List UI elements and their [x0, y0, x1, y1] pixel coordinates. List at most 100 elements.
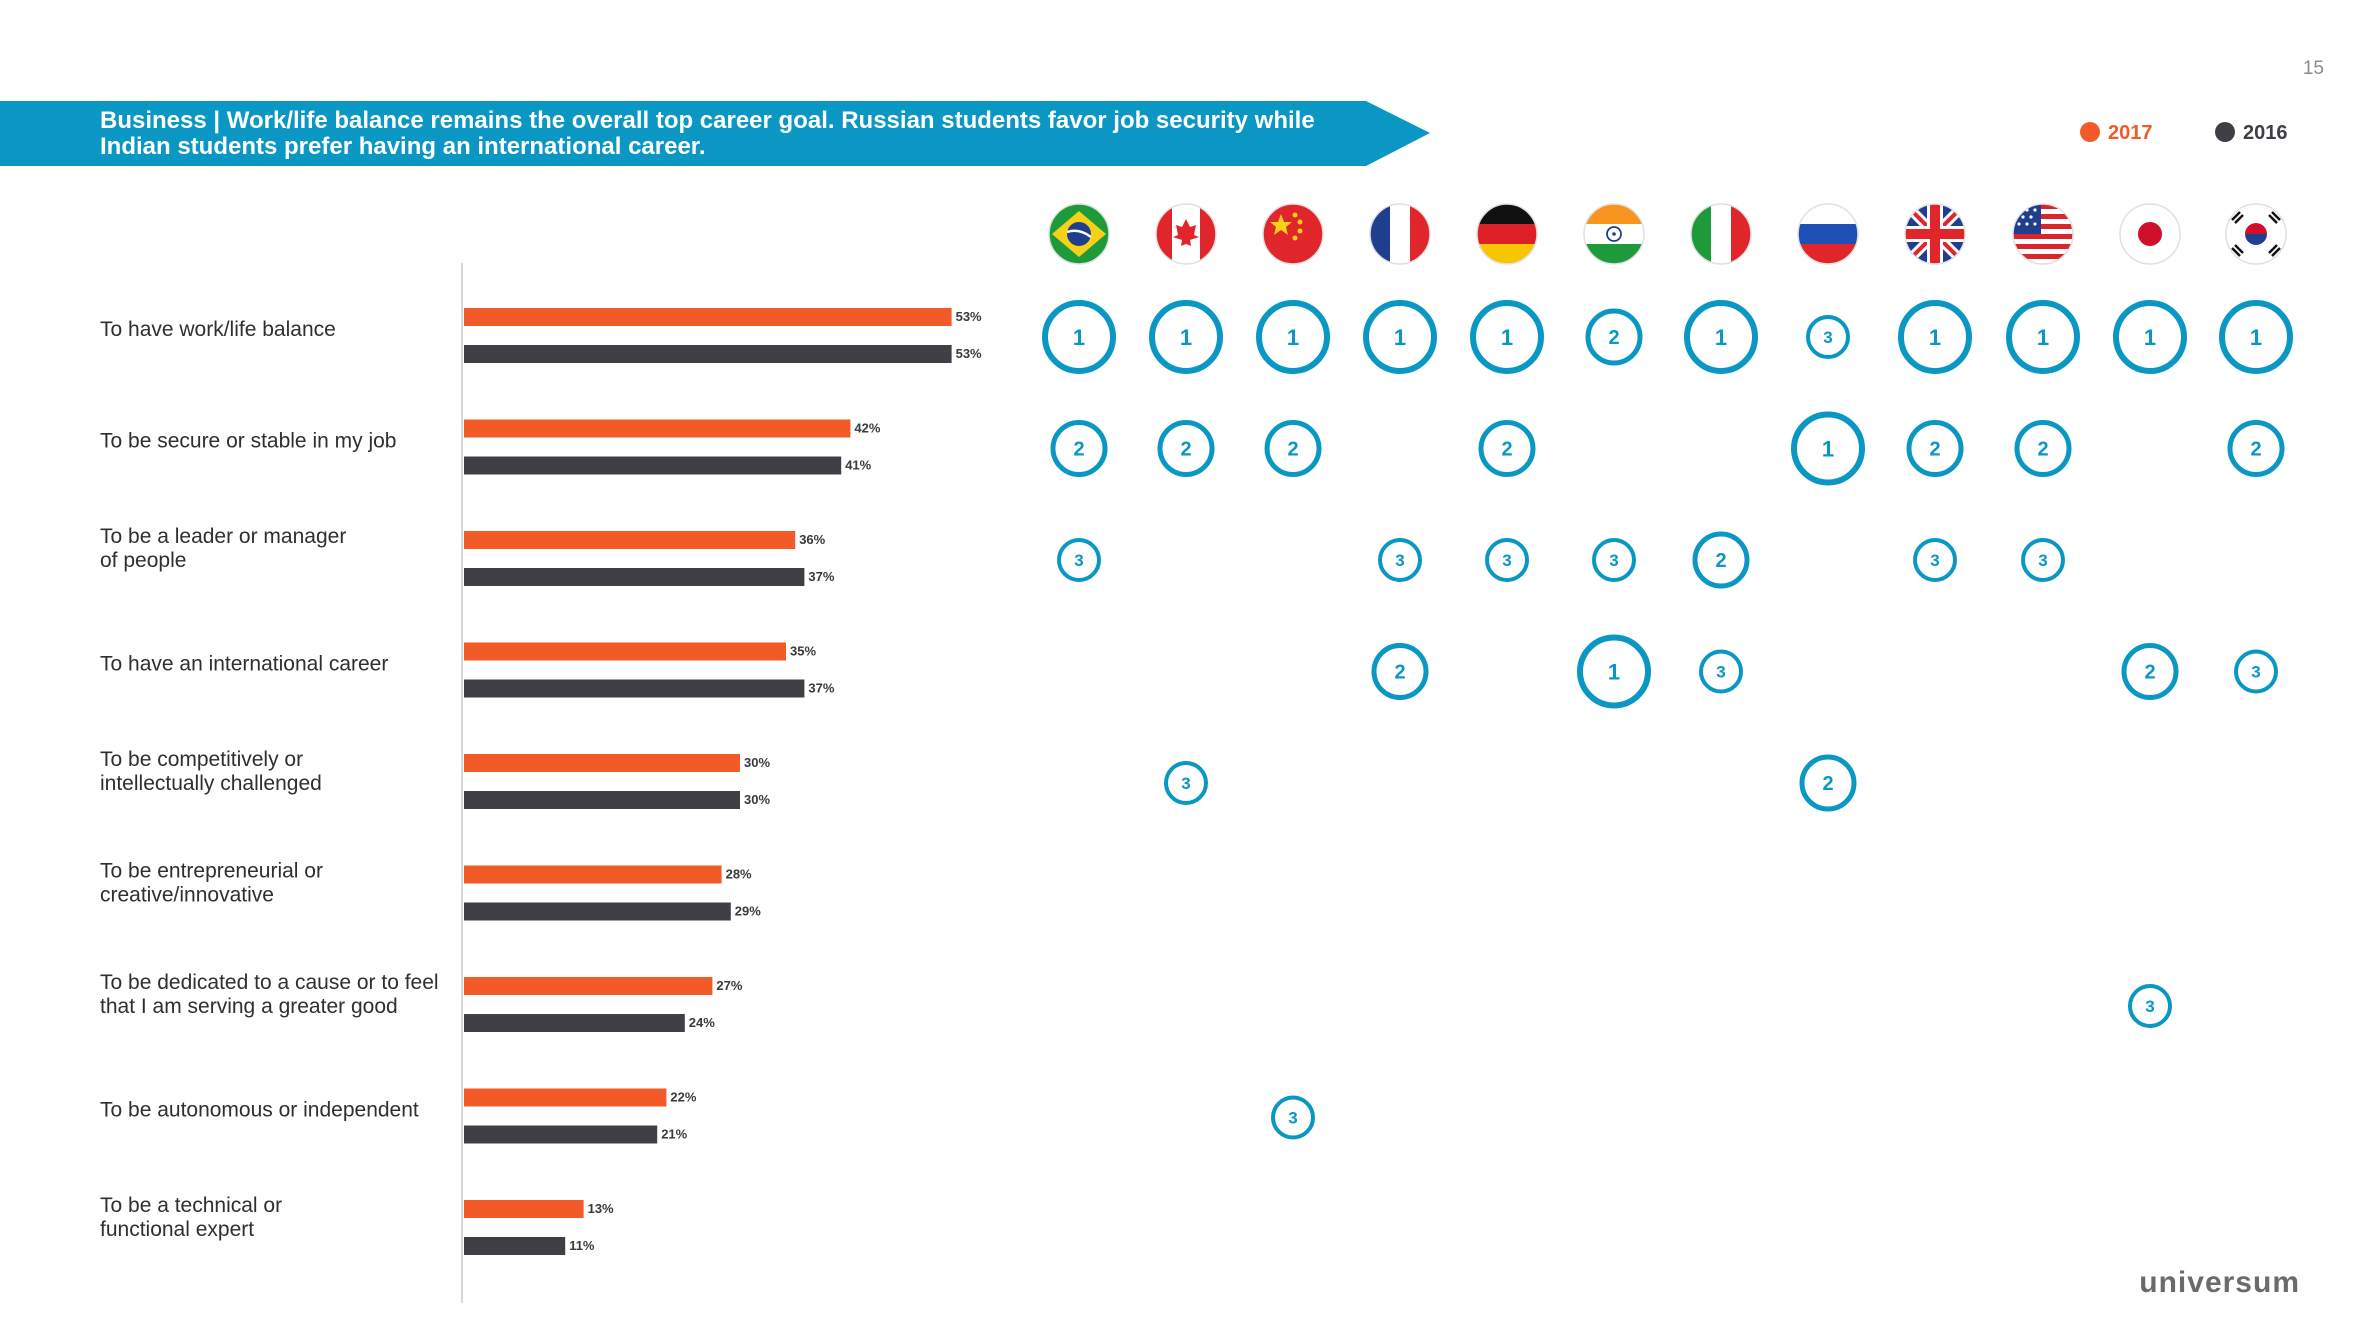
category-row: To be dedicated to a cause or to feeltha… — [100, 971, 743, 1032]
rank-number: 2 — [1929, 439, 1940, 461]
rank-badge: 3 — [1271, 1095, 1315, 1140]
rank-number: 2 — [2037, 439, 2048, 461]
rank-ring-icon — [1478, 420, 1536, 477]
rank-badge: 3 — [2021, 538, 2065, 582]
rank-number: 2 — [2144, 662, 2155, 684]
rank-ring-icon — [1592, 538, 1636, 582]
rank-number: 1 — [1501, 325, 1513, 350]
page-title-line-1: Business | Work/life balance remains the… — [100, 107, 1315, 134]
category-label: To be entrepreneurial or — [100, 860, 323, 883]
category-row: To have work/life balance 53% 53% — [100, 308, 982, 363]
bar-2017 — [464, 419, 851, 438]
rank-number: 2 — [1073, 439, 1084, 461]
value-label-2016: 41% — [845, 458, 871, 473]
legend-item-2016: 2016 — [2215, 122, 2288, 145]
rank-badge: 3 — [1806, 315, 1850, 359]
bar-2016 — [464, 345, 952, 363]
rank-badge: 2 — [1157, 420, 1215, 477]
rank-ring-icon — [1692, 531, 1750, 589]
rank-badge: 1 — [1256, 300, 1330, 374]
legend-item-2017: 2017 — [2080, 122, 2153, 145]
rank-number: 1 — [1929, 325, 1941, 350]
rank-number: 3 — [1609, 551, 1618, 570]
value-label-2016: 21% — [661, 1127, 687, 1142]
bar-2016 — [464, 791, 740, 809]
rank-number: 1 — [1073, 325, 1085, 350]
bar-2017 — [464, 865, 722, 884]
rank-number: 2 — [1501, 439, 1512, 461]
rank-number: 3 — [1502, 551, 1511, 570]
value-label-2017: 36% — [799, 532, 825, 547]
rank-badge: 2 — [1692, 531, 1750, 589]
rank-ring-icon — [1164, 761, 1208, 805]
rank-badge: 3 — [1164, 761, 1208, 805]
value-label-2016: 29% — [735, 904, 761, 919]
rank-ring-icon — [1363, 300, 1437, 374]
rank-badge: 3 — [1057, 538, 1101, 582]
category-label: creative/innovative — [100, 884, 274, 907]
value-label-2016: 24% — [689, 1015, 715, 1030]
category-label: To be dedicated to a cause or to feel — [100, 971, 439, 994]
rank-number: 1 — [1180, 325, 1192, 350]
rank-number: 1 — [1715, 325, 1727, 350]
flag-china-icon — [1262, 203, 1324, 265]
value-label-2017: 53% — [956, 309, 982, 324]
rank-badge: 1 — [1577, 634, 1651, 709]
rank-number: 2 — [2250, 439, 2261, 461]
category-row: To have an international career 35% 37% — [100, 642, 835, 698]
flag-italy-icon — [1690, 203, 1752, 265]
value-label-2016: 37% — [808, 569, 834, 584]
legend-dot-2017-icon — [2080, 122, 2100, 142]
rank-ring-icon — [1371, 643, 1429, 700]
rank-ring-icon — [1898, 300, 1972, 374]
rank-ring-icon — [1699, 649, 1743, 694]
rank-ring-icon — [2006, 300, 2080, 374]
bar-2016 — [464, 1014, 685, 1032]
rank-number: 1 — [1822, 436, 1834, 461]
bar-2017 — [464, 1088, 667, 1107]
rank-ring-icon — [1791, 411, 1865, 486]
rank-badge: 1 — [1470, 300, 1544, 374]
rank-badge: 1 — [1363, 300, 1437, 374]
rank-ring-icon — [1684, 300, 1758, 374]
flag-germany-icon — [1476, 203, 1538, 265]
ranks-layer: 1 1 1 1 1 2 1 3 1 1 1 1 2 2 2 2 1 2 2 2 3 3 3 3 2 3 3 2 1 3 2 3 3 2 3 3 — [1042, 300, 2293, 1140]
value-label-2017: 42% — [854, 421, 880, 436]
rank-ring-icon — [2113, 300, 2187, 374]
category-label: functional expert — [100, 1218, 254, 1241]
value-label-2017: 27% — [716, 978, 742, 993]
rank-number: 2 — [1822, 773, 1833, 795]
rank-number: 1 — [1287, 325, 1299, 350]
rank-badge: 2 — [1371, 643, 1429, 700]
category-row: To be secure or stable in my job 42% 41% — [100, 419, 881, 475]
title-banner: Business | Work/life balance remains the… — [0, 101, 1430, 166]
category-label: To be competitively or — [100, 748, 303, 771]
rank-number: 3 — [2038, 551, 2047, 570]
rank-ring-icon — [1806, 315, 1850, 359]
page-number: 15 — [2302, 58, 2324, 79]
rank-badge: 2 — [1050, 420, 1108, 477]
legend-dot-2016-icon — [2215, 122, 2235, 142]
category-row: To be entrepreneurial orcreative/innovat… — [100, 860, 761, 921]
rank-number: 2 — [1715, 550, 1726, 572]
bar-2017 — [464, 308, 952, 326]
rank-badge: 3 — [1592, 538, 1636, 582]
page-title-line-2: Indian students prefer having an interna… — [100, 133, 706, 160]
rank-badge: 1 — [1042, 300, 1116, 374]
rank-number: 3 — [1930, 551, 1939, 570]
rank-number: 3 — [1288, 1109, 1297, 1128]
flags-layer — [1048, 203, 2287, 265]
flag-russia-icon — [1797, 203, 1859, 265]
bar-2016 — [464, 679, 805, 698]
rank-ring-icon — [1913, 538, 1957, 582]
rank-badge: 2 — [1906, 420, 1964, 477]
category-label: To be secure or stable in my job — [100, 430, 396, 453]
rank-number: 1 — [2250, 325, 2262, 350]
rank-number: 1 — [1394, 325, 1406, 350]
rank-number: 2 — [1394, 662, 1405, 684]
rank-number: 3 — [1074, 551, 1083, 570]
